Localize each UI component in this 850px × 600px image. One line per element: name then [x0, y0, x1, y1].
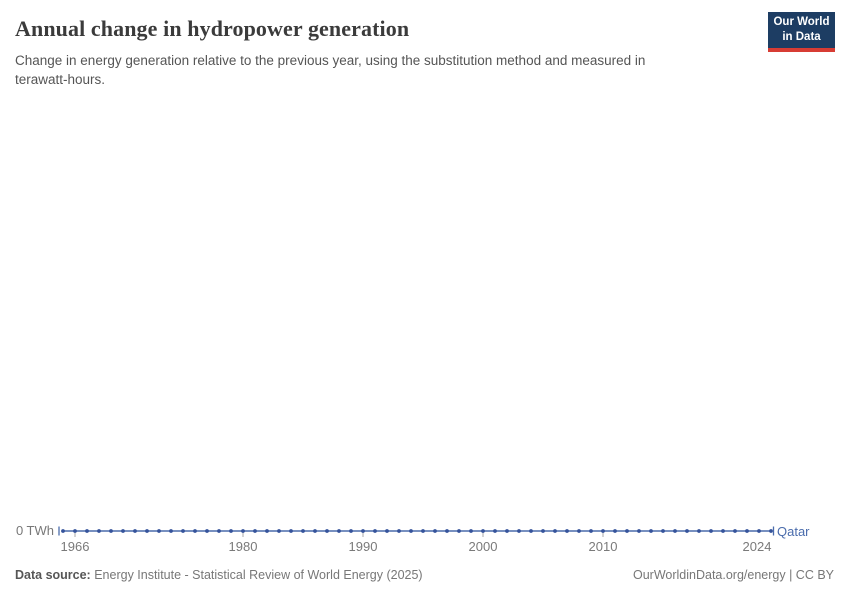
page-title: Annual change in hydropower generation [15, 16, 410, 41]
x-axis-tick-label: 1990 [348, 539, 378, 554]
entity-label: Qatar [777, 524, 810, 539]
x-axis-tick-label: 2024 [742, 539, 772, 554]
x-axis-tick-label: 2000 [468, 539, 498, 554]
x-axis-tick-label: 1980 [228, 539, 258, 554]
owid-logo[interactable]: Our World in Data [768, 12, 835, 52]
x-axis-tick-label: 2010 [588, 539, 618, 554]
owid-logo-line-2: in Data [782, 31, 821, 43]
data-source-label: Data source: [15, 568, 91, 582]
data-source-text: Energy Institute - Statistical Review of… [90, 568, 423, 582]
chart-footer: Data source: Energy Institute - Statisti… [15, 568, 834, 582]
data-source-note: Data source: Energy Institute - Statisti… [15, 568, 423, 582]
subtitle-line-1: Change in energy generation relative to … [15, 53, 646, 68]
owid-logo-line-1: Our World [773, 16, 830, 29]
chart-subtitle: Change in energy generation relative to … [15, 52, 645, 89]
x-axis-tick-label: 1966 [60, 539, 90, 554]
subtitle-line-2: terawatt-hours. [15, 71, 106, 87]
y-axis-tick-label: 0 TWh [15, 523, 54, 538]
credit-link[interactable]: OurWorldinData.org/energy | CC BY [632, 568, 834, 582]
